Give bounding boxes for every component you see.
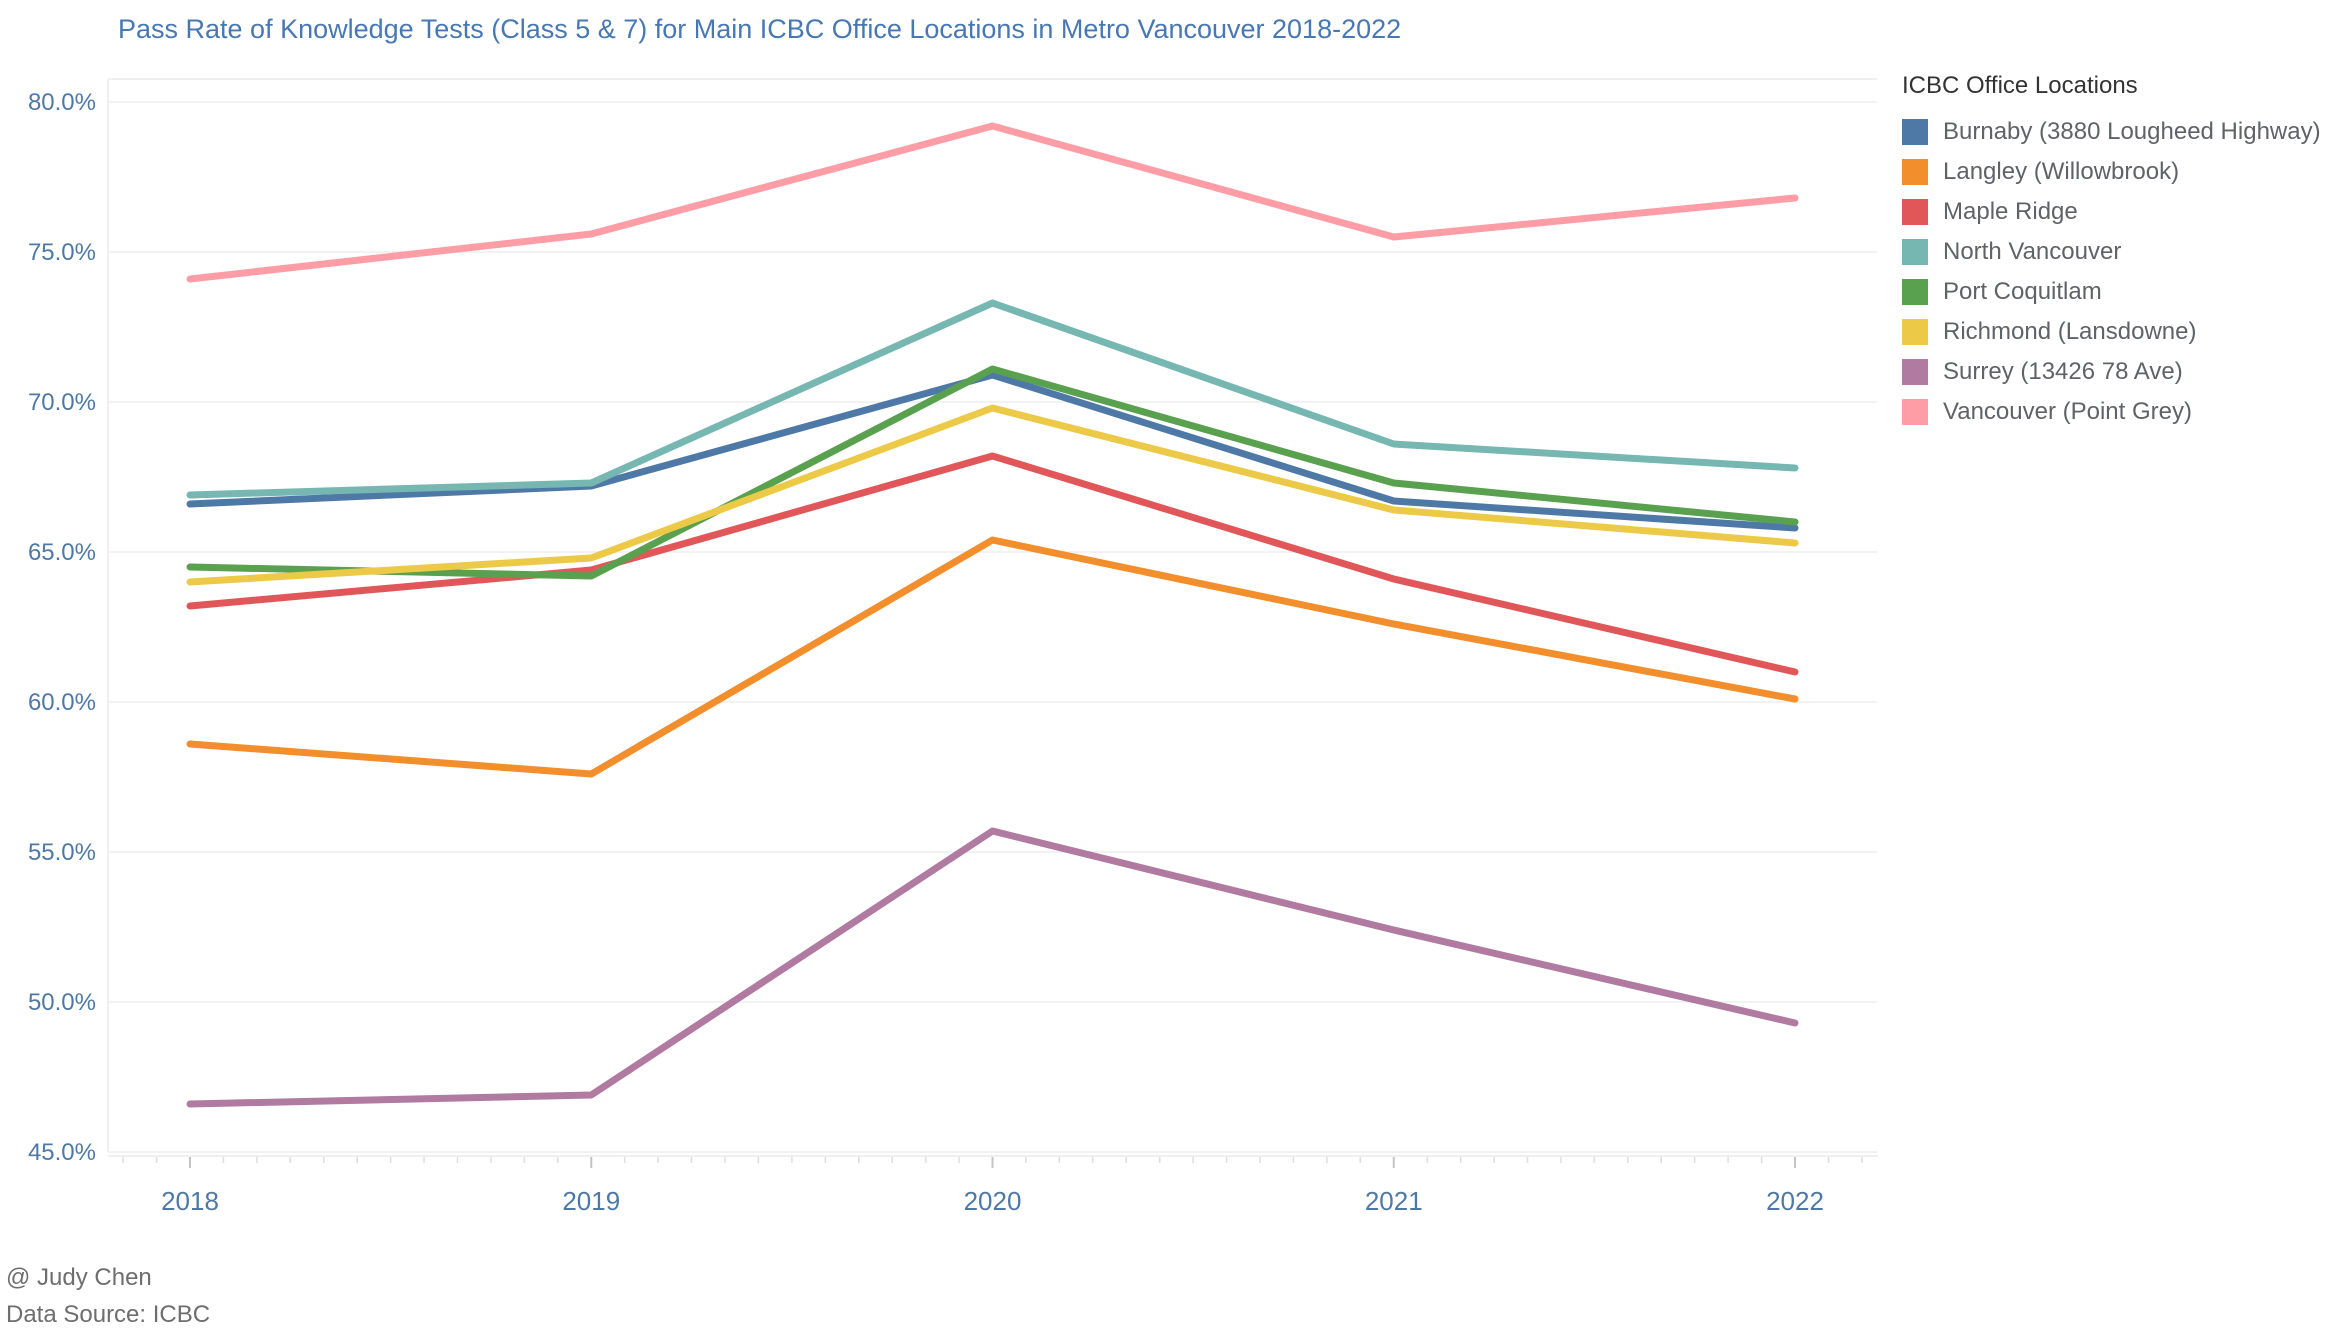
- gridlines: [108, 101, 1877, 1153]
- legend-label: North Vancouver: [1943, 238, 2122, 265]
- x-tick-label-2022: 2022: [1766, 1186, 1824, 1216]
- series-lines: [186, 122, 1799, 1108]
- legend-item-port-coquitlam[interactable]: Port Coquitlam: [1902, 272, 2342, 312]
- legend-items: Burnaby (3880 Lougheed Highway) Langley (…: [1902, 112, 2342, 432]
- legend-swatch-vancouver-point-grey: [1902, 399, 1928, 425]
- x-tick-label-2019: 2019: [562, 1186, 620, 1216]
- legend-label: Burnaby (3880 Lougheed Highway): [1943, 118, 2321, 145]
- series-line-richmond-lansdowne[interactable]: [186, 404, 1799, 586]
- legend-swatch-richmond-lansdowne: [1902, 319, 1928, 345]
- legend-item-vancouver-point-grey[interactable]: Vancouver (Point Grey): [1902, 392, 2342, 432]
- y-tick-label-60: 60.0%: [28, 689, 96, 716]
- y-tick-label-75: 75.0%: [28, 239, 96, 266]
- x-axis-ticks: [122, 1157, 1863, 1168]
- x-tick-label-2021: 2021: [1365, 1186, 1423, 1216]
- y-tick-label-70: 70.0%: [28, 389, 96, 416]
- series-line-port-coquitlam[interactable]: [186, 365, 1799, 580]
- y-tick-label-45: 45.0%: [28, 1139, 96, 1166]
- legend-item-langley-willowbrook[interactable]: Langley (Willowbrook): [1902, 152, 2342, 192]
- legend-item-burnaby-3880-lougheed-highway[interactable]: Burnaby (3880 Lougheed Highway): [1902, 112, 2342, 152]
- series-line-surrey-13426-78-ave[interactable]: [186, 827, 1799, 1108]
- legend-swatch-north-vancouver: [1902, 239, 1928, 265]
- legend-swatch-maple-ridge: [1902, 199, 1928, 225]
- legend-label: Richmond (Lansdowne): [1943, 318, 2197, 345]
- series-line-vancouver-point-grey[interactable]: [186, 122, 1799, 283]
- legend: ICBC Office Locations Burnaby (3880 Loug…: [1902, 72, 2342, 432]
- legend-label: Langley (Willowbrook): [1943, 158, 2180, 185]
- legend-label: Port Coquitlam: [1943, 278, 2102, 305]
- y-axis-labels: 45.0% 50.0% 55.0% 60.0% 65.0% 70.0% 75.0% 80.0%: [28, 89, 96, 1166]
- series-line-burnaby-3880-lougheed-highway[interactable]: [186, 371, 1799, 532]
- legend-item-north-vancouver[interactable]: North Vancouver: [1902, 232, 2342, 272]
- y-tick-label-55: 55.0%: [28, 839, 96, 866]
- y-tick-label-50: 50.0%: [28, 989, 96, 1016]
- chart-title: Pass Rate of Knowledge Tests (Class 5 & …: [118, 14, 1402, 44]
- legend-item-surrey-13426-78-ave[interactable]: Surrey (13426 78 Ave): [1902, 352, 2342, 392]
- legend-label: Maple Ridge: [1943, 198, 2078, 225]
- legend-swatch-burnaby-3880-lougheed-highway: [1902, 119, 1928, 145]
- legend-label: Surrey (13426 78 Ave): [1943, 358, 2183, 385]
- series-line-maple-ridge[interactable]: [186, 452, 1799, 676]
- legend-item-maple-ridge[interactable]: Maple Ridge: [1902, 192, 2342, 232]
- legend-item-richmond-lansdowne[interactable]: Richmond (Lansdowne): [1902, 312, 2342, 352]
- legend-swatch-langley-willowbrook: [1902, 159, 1928, 185]
- legend-swatch-surrey-13426-78-ave: [1902, 359, 1928, 385]
- series-line-langley-willowbrook[interactable]: [186, 536, 1799, 778]
- x-axis-labels: 2018 2019 2020 2021 2022: [161, 1186, 1824, 1216]
- y-tick-label-65: 65.0%: [28, 539, 96, 566]
- series-line-north-vancouver[interactable]: [186, 299, 1799, 499]
- legend-title: ICBC Office Locations: [1902, 72, 2138, 99]
- y-tick-label-80: 80.0%: [28, 89, 96, 116]
- legend-swatch-port-coquitlam: [1902, 279, 1928, 305]
- legend-label: Vancouver (Point Grey): [1943, 398, 2192, 425]
- x-tick-label-2020: 2020: [964, 1186, 1022, 1216]
- x-tick-label-2018: 2018: [161, 1186, 219, 1216]
- footer-data-source: Data Source: ICBC: [6, 1301, 211, 1328]
- footer-author: @ Judy Chen: [6, 1264, 152, 1291]
